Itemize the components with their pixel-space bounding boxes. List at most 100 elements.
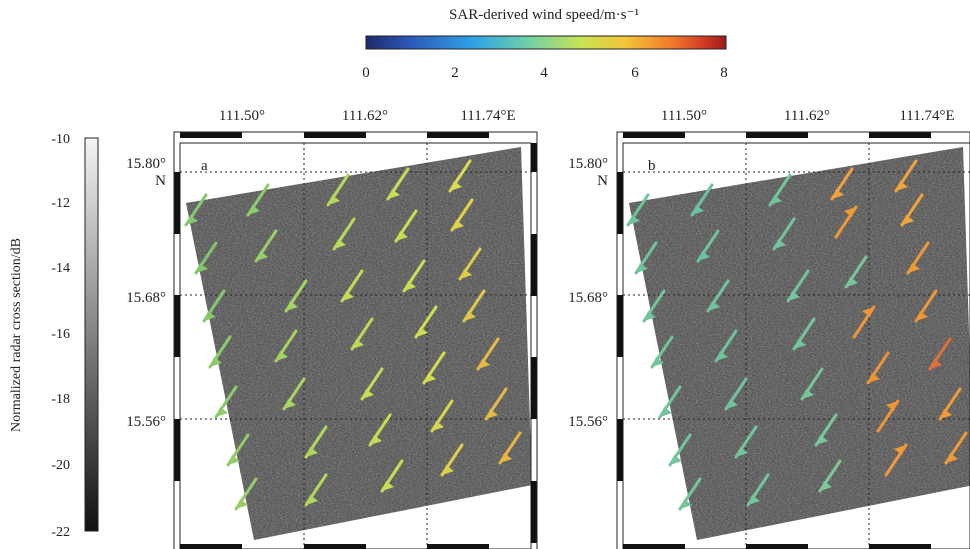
- wind-arrow-head: [464, 311, 476, 321]
- wind-arrow-head: [748, 495, 760, 505]
- wind-arrow-head: [342, 291, 354, 301]
- panel-a-map: 111.50° 111.62° 111.74°E 15.80° N 15.68°…: [126, 108, 538, 549]
- wind-arrow-head: [846, 277, 858, 287]
- wind-arrow-head: [698, 251, 710, 261]
- lon-label: 111.50°: [661, 108, 707, 124]
- nrcs-tick: -16: [51, 327, 70, 342]
- lon-label: 111.50°: [219, 108, 265, 124]
- wind-vectors-b: [626, 159, 968, 511]
- wind-arrow-head: [286, 301, 298, 311]
- wind-arrow-head: [432, 421, 444, 431]
- wind-arrow-head: [902, 215, 914, 225]
- wind-arrow-head: [306, 447, 318, 457]
- wind-arrow-head: [844, 207, 856, 217]
- wind-arrow-head: [306, 495, 318, 505]
- wind-arrow-head: [636, 263, 648, 273]
- wind-speed-colorbar-title: SAR-derived wind speed/m·s⁻¹: [449, 7, 639, 23]
- wind-arrow-head: [196, 263, 208, 273]
- wind-arrow-head: [794, 339, 806, 349]
- graticule: [180, 143, 531, 549]
- lat-label: 15.68°: [568, 290, 608, 306]
- wind-arrow-head: [210, 357, 222, 367]
- wind-arrow-head: [774, 239, 786, 249]
- wind-arrow-head: [442, 465, 454, 475]
- nrcs-colorbar-bar: [84, 137, 99, 532]
- lat-label: 15.80°: [568, 156, 608, 172]
- wind-arrow-head: [248, 205, 260, 215]
- nrcs-tick: -18: [51, 392, 70, 407]
- wind-arrow-head: [452, 220, 464, 230]
- wind-arrow-head: [908, 263, 920, 273]
- wind-arrow-head: [362, 389, 374, 399]
- map-frame: [173, 131, 538, 549]
- nrcs-tick: -10: [51, 132, 70, 147]
- wind-arrow-head: [416, 327, 428, 337]
- wind-arrow-head: [276, 351, 288, 361]
- lat-suffix: N: [597, 173, 608, 189]
- wind-arrow-head: [628, 215, 640, 225]
- lon-label: 111.62°: [784, 108, 830, 124]
- lat-label: 15.68°: [126, 290, 166, 306]
- wind-arrow-head: [770, 195, 782, 205]
- wind-arrow-head: [946, 453, 958, 463]
- wind-arrow-head: [382, 481, 394, 491]
- lon-label: 111.74°E: [460, 108, 515, 124]
- lon-label: 111.74°E: [899, 108, 954, 124]
- wind-arrow-head: [388, 189, 400, 199]
- nrcs-tick: -14: [51, 261, 70, 276]
- nrcs-tick: -22: [51, 525, 70, 540]
- wind-arrow-head: [256, 251, 268, 261]
- wind-arrow-head: [868, 373, 880, 383]
- wind-arrow-head: [644, 311, 656, 321]
- wind-arrow-head: [896, 181, 908, 191]
- wind-arrow-head: [692, 205, 704, 215]
- wind-arrow-head: [788, 291, 800, 301]
- lat-label: 15.80°: [126, 156, 166, 172]
- wind-arrow-head: [404, 281, 416, 291]
- wind-arrow-head: [500, 453, 512, 463]
- wind-arrow-head: [216, 407, 228, 417]
- wind-arrow-head: [916, 311, 928, 321]
- lat-suffix: N: [155, 173, 166, 189]
- wind-tick: 0: [362, 65, 370, 81]
- wind-arrow-head: [186, 215, 198, 225]
- wind-arrow-head: [680, 499, 692, 509]
- wind-arrow-head: [228, 455, 240, 465]
- wind-tick: 2: [451, 65, 459, 81]
- wind-arrow-head: [486, 409, 498, 419]
- wind-arrow-head: [820, 481, 832, 491]
- nrcs-tick: -12: [51, 196, 70, 211]
- wind-arrow-head: [450, 181, 462, 191]
- wind-vectors-a: [184, 159, 522, 511]
- wind-tick: 4: [540, 65, 548, 81]
- wind-arrow-head: [726, 399, 738, 409]
- wind-arrow-head: [708, 301, 720, 311]
- panel-letter: b: [648, 158, 656, 174]
- wind-arrow-head: [284, 399, 296, 409]
- map-frame: [616, 131, 970, 549]
- panel-letter: a: [201, 158, 208, 174]
- wind-arrow-head: [716, 351, 728, 361]
- wind-arrow-head: [236, 499, 248, 509]
- wind-arrow-head: [894, 445, 906, 455]
- wind-arrow-head: [930, 359, 942, 369]
- wind-arrow-head: [424, 373, 436, 383]
- wind-arrow-head: [396, 231, 408, 241]
- lon-label: 111.62°: [342, 108, 388, 124]
- wind-arrow-head: [652, 357, 664, 367]
- wind-arrow-head: [862, 307, 874, 317]
- wind-arrow-head: [352, 339, 364, 349]
- wind-tick: 6: [631, 65, 639, 81]
- wind-speed-colorbar: SAR-derived wind speed/m·s⁻¹ 0 2 4 6 8: [362, 7, 728, 81]
- wind-arrow-head: [802, 389, 814, 399]
- wind-arrow-head: [478, 359, 490, 369]
- wind-arrow-head: [832, 189, 844, 199]
- wind-arrow-head: [886, 401, 898, 411]
- wind-arrow-head: [670, 455, 682, 465]
- wind-arrow-head: [334, 239, 346, 249]
- wind-arrow-head: [940, 409, 952, 419]
- wind-tick: 8: [720, 65, 728, 81]
- wind-arrow-head: [736, 447, 748, 457]
- wind-arrow-head: [328, 195, 340, 205]
